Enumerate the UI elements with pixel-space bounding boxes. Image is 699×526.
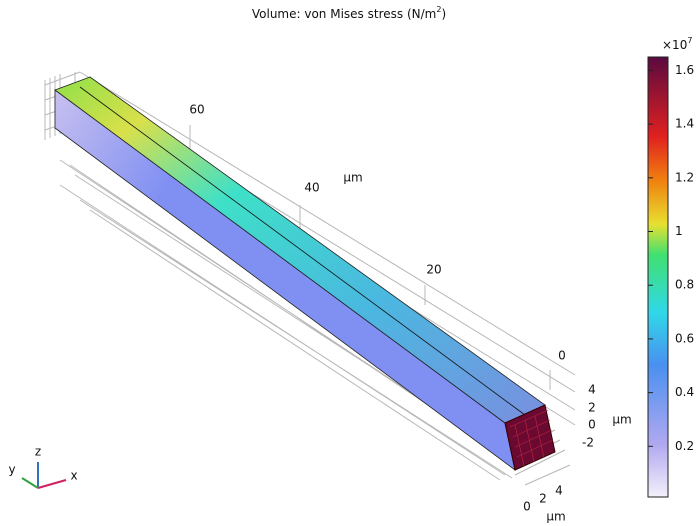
triad-label: x	[70, 469, 77, 483]
triad-label: y	[8, 463, 15, 477]
colorbar-tick-label: 0.2	[675, 439, 694, 453]
colorbar-tick-label: 0.8	[675, 278, 694, 292]
axis-tick-label: 4	[588, 383, 596, 397]
beam-front-face	[55, 90, 515, 470]
colorbar-tick-label: 1.2	[675, 170, 694, 184]
axis-unit: µm	[612, 413, 631, 427]
axis-tick-label: 0	[588, 418, 596, 432]
colorbar-multiplier: ×107	[662, 36, 692, 52]
plot-title: Volume: von Mises stress (N/m2)	[252, 5, 446, 21]
axis-tick-label: 2	[539, 492, 547, 506]
triad: z x y	[8, 445, 77, 489]
axis-tick-label: 4	[555, 484, 563, 498]
axis-tick-label: 20	[426, 263, 441, 277]
axis-unit: µm	[546, 510, 565, 524]
beam	[55, 77, 555, 470]
axis-unit: µm	[343, 171, 362, 185]
plot-view: Volume: von Mises stress (N/m2) z x y µm…	[0, 0, 699, 526]
colorbar-tick-label: 1.6	[675, 63, 694, 77]
beam-top-face	[55, 77, 545, 423]
triad-label: z	[35, 445, 41, 459]
axis-tick-label: 60	[189, 103, 204, 117]
colorbar-tick-label: 1.4	[675, 117, 694, 131]
colorbar-tick-label: 1	[675, 224, 683, 238]
axis-tick-label: 0	[558, 349, 566, 363]
axis-tick-label: 40	[304, 181, 319, 195]
colorbar-tick-label: 0.6	[675, 331, 694, 345]
colorbar-tick-label: 0.4	[675, 385, 694, 399]
axis-tick-label: 2	[588, 401, 596, 415]
axis-tick-label: 0	[523, 500, 531, 514]
axis-tick-label: -2	[582, 436, 594, 450]
colorbar	[648, 57, 668, 497]
beam-edge	[80, 87, 525, 415]
